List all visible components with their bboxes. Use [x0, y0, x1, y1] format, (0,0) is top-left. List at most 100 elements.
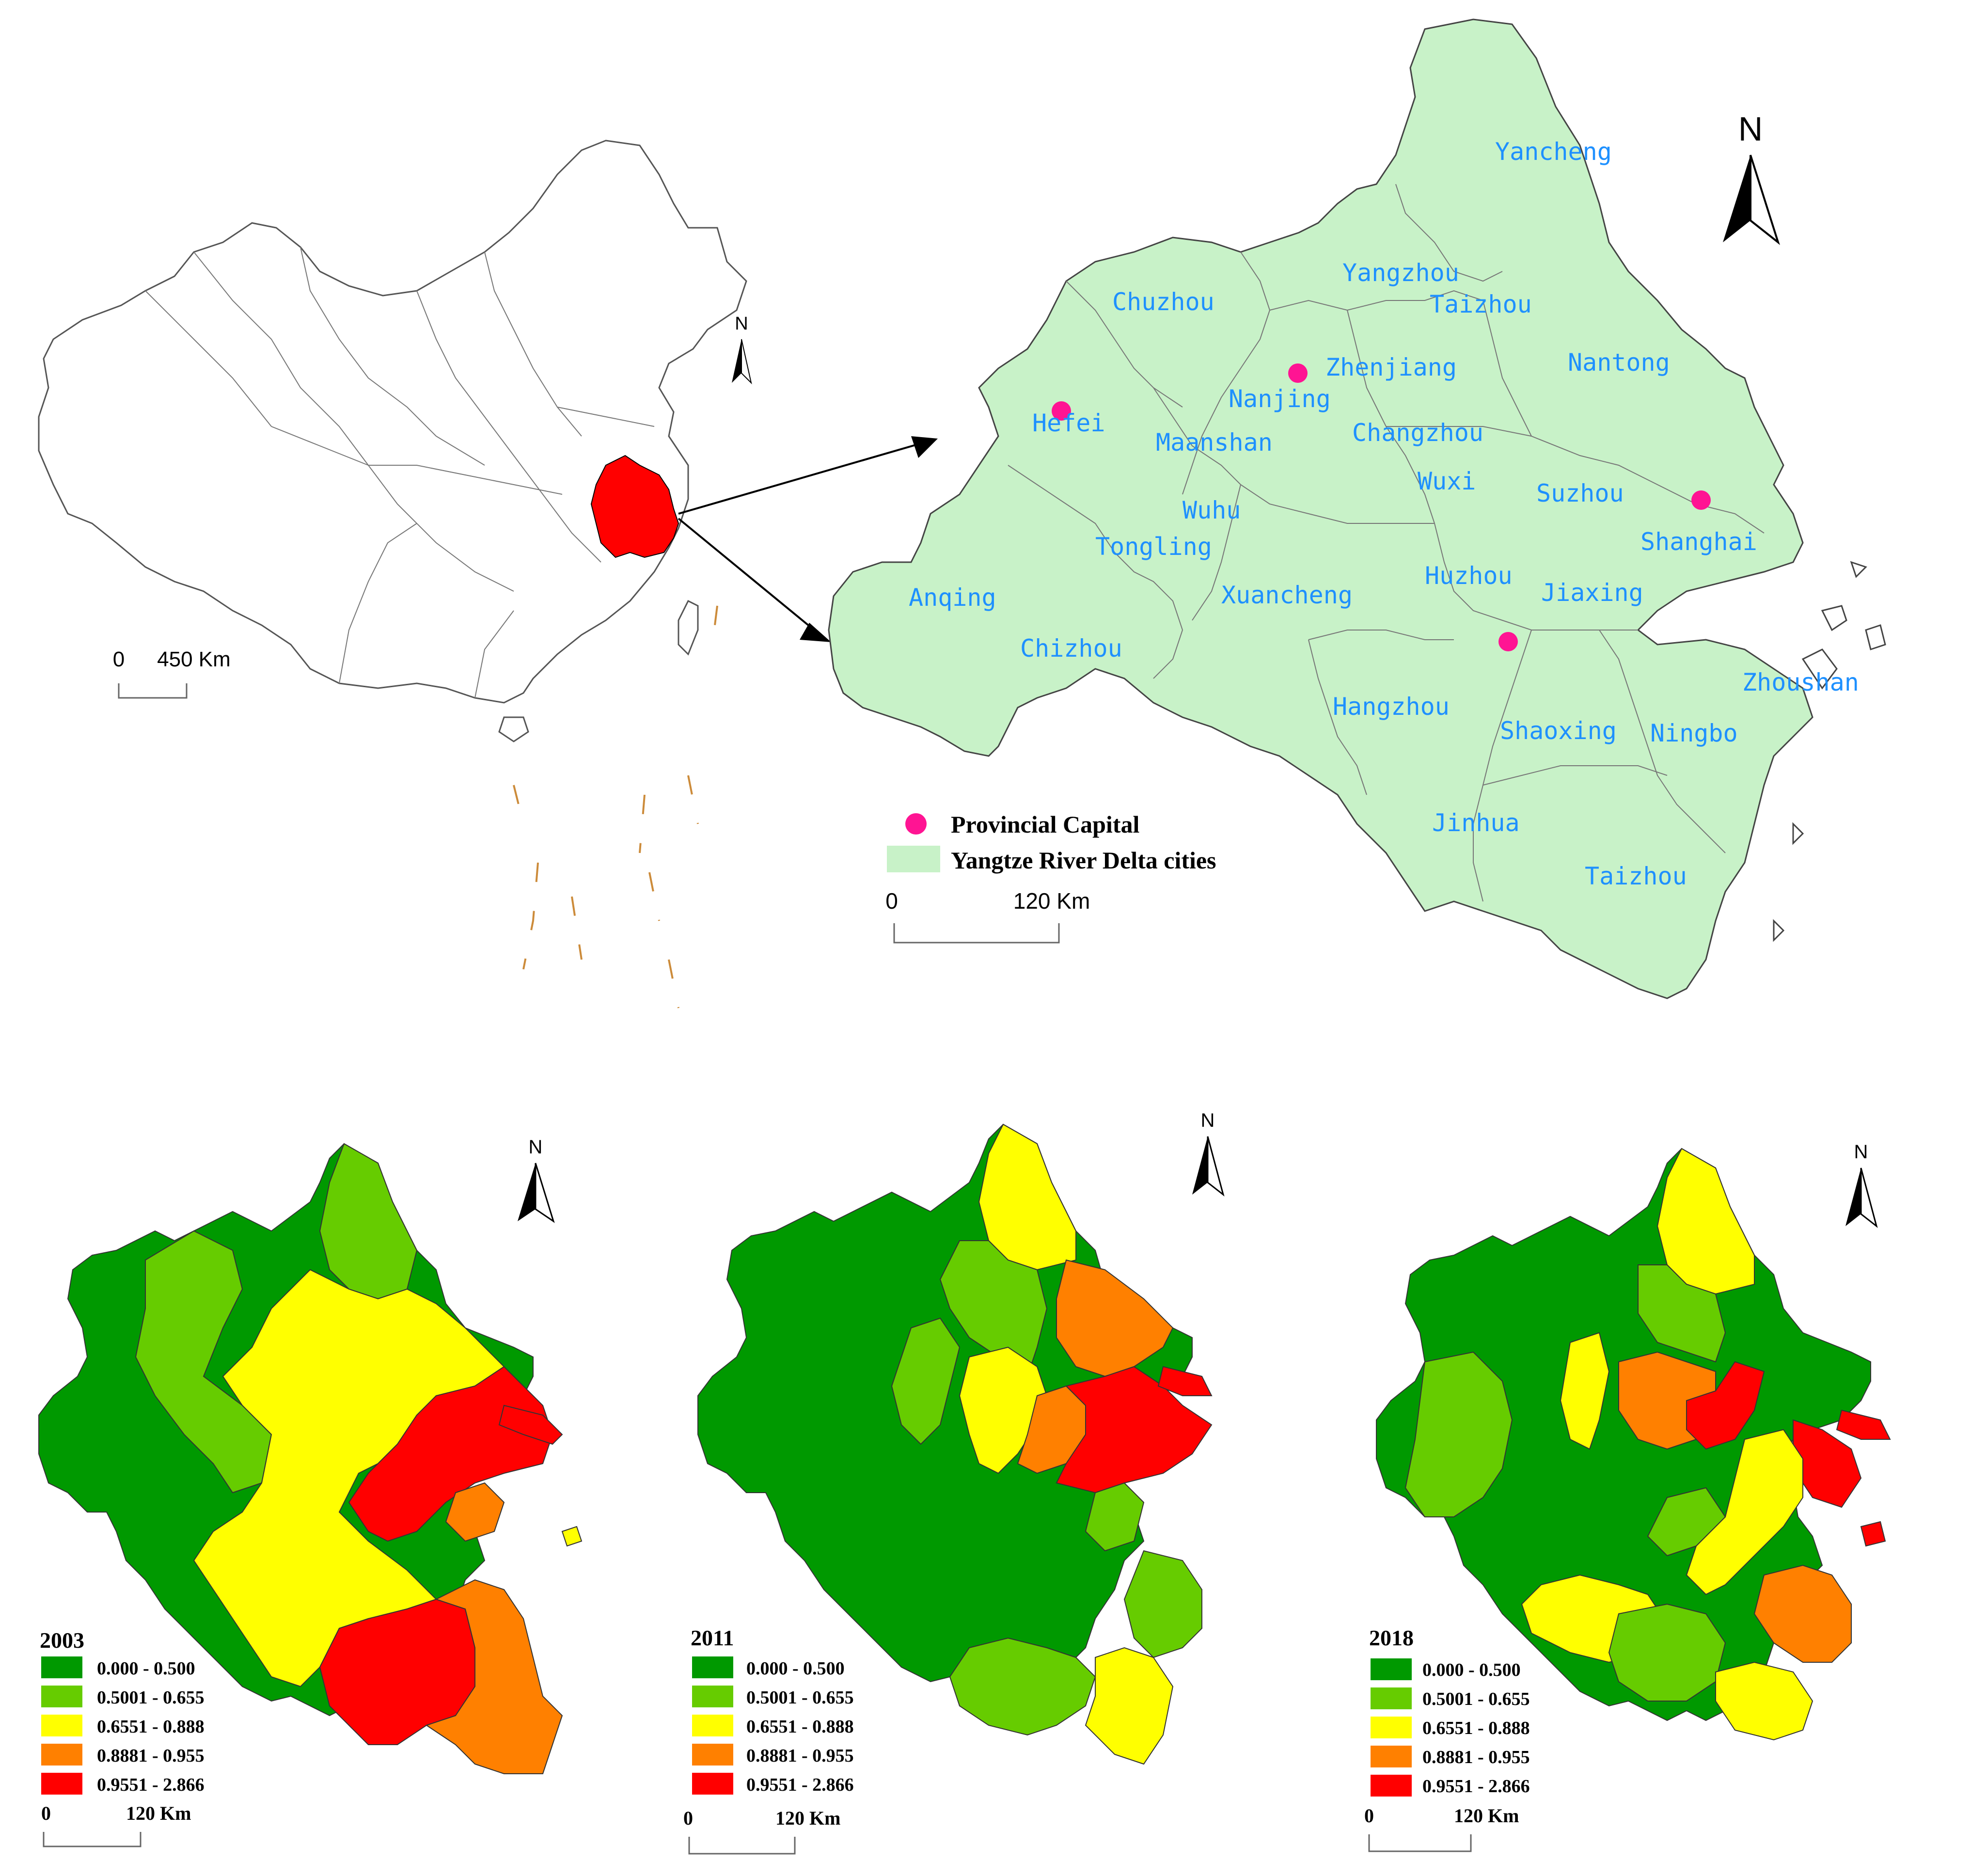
capital-markers: [1052, 363, 1711, 651]
region: [1647, 1487, 1726, 1557]
hainan-island: [498, 716, 529, 742]
city-label: Changzhou: [1352, 419, 1483, 447]
class-swatch: [1371, 1775, 1412, 1797]
city-label: Chizhou: [1020, 634, 1122, 662]
north-arrow-label: N: [735, 314, 748, 334]
region: [1860, 1521, 1886, 1547]
class-swatch: [692, 1656, 733, 1678]
class-label: 0.6551 - 0.888: [1422, 1718, 1530, 1738]
year-map-2018: [1376, 1148, 1891, 1741]
year-map-2011-legend: 2011 0.000 - 0.500 0.5001 - 0.655 0.6551…: [683, 1110, 1225, 1855]
overview-scale-end: 450 Km: [157, 647, 231, 671]
class-swatch: [692, 1773, 733, 1795]
delta-scale-start: 0: [885, 888, 898, 914]
year-map-2011: [697, 1123, 1213, 1765]
class-label: 0.000 - 0.500: [97, 1658, 195, 1679]
city-label: Hangzhou: [1333, 693, 1450, 721]
city-label: Jinhua: [1432, 809, 1520, 837]
highlight-region: [590, 455, 679, 558]
capital-marker-nanjing: [1288, 363, 1308, 383]
region: [1123, 1550, 1202, 1658]
area-legend-swatch: [887, 846, 940, 872]
scale-start: 0: [683, 1807, 693, 1829]
delta-city-boundaries: [1008, 184, 1765, 902]
city-label: Jiaxing: [1541, 579, 1643, 607]
city-label: Wuhu: [1183, 496, 1241, 524]
delta-area: [828, 18, 1813, 999]
scale-end: 120 Km: [126, 1802, 191, 1824]
class-label: 0.5001 - 0.655: [746, 1687, 854, 1708]
delta-legend: Provincial Capital Yangtze River Delta c…: [887, 811, 1216, 874]
region: [1753, 1564, 1852, 1663]
delta-scale-bar: 0 120 Km: [885, 888, 1090, 944]
class-swatch: [41, 1715, 82, 1736]
region: [445, 1482, 505, 1542]
north-arrow-icon: [732, 339, 741, 383]
south-sea-dashes: [513, 605, 718, 1009]
class-swatch: [41, 1686, 82, 1707]
class-swatch: [41, 1744, 82, 1766]
city-label: Ningbo: [1650, 719, 1738, 747]
class-label: 0.5001 - 0.655: [1422, 1689, 1530, 1709]
city-label: Shaoxing: [1500, 717, 1617, 745]
province-lines: [145, 247, 655, 698]
year-label: 2003: [40, 1628, 84, 1653]
class-swatch: [692, 1686, 733, 1707]
islands-delta: [1773, 561, 1886, 942]
year-map-2018-legend: 2018 0.000 - 0.500 0.5001 - 0.655 0.6551…: [1364, 1141, 1878, 1852]
city-label: Huzhou: [1425, 562, 1513, 590]
region: [1638, 1264, 1726, 1363]
region: [1085, 1482, 1145, 1552]
city-label: Tongling: [1095, 533, 1212, 561]
city-label: Nantong: [1568, 348, 1670, 377]
year-map-2003-legend: 2003 0.000 - 0.500 0.5001 - 0.655 0.6551…: [40, 1136, 555, 1847]
class-label: 0.8881 - 0.955: [746, 1746, 854, 1766]
region: [1715, 1661, 1813, 1741]
north-arrow-delta: N: [1723, 110, 1780, 245]
region: [939, 1240, 1048, 1377]
north-arrow-icon: [1845, 1168, 1861, 1226]
region: [348, 1366, 553, 1542]
capital-marker-hefei: [1052, 401, 1071, 421]
callout-arrows: [678, 436, 938, 642]
region: [561, 1526, 583, 1547]
capital-legend-label: Provincial Capital: [951, 811, 1139, 838]
year-label: 2018: [1369, 1625, 1414, 1650]
scale-start: 0: [1364, 1805, 1374, 1827]
city-label: Taizhou: [1430, 290, 1532, 318]
region: [1608, 1603, 1726, 1702]
class-label: 0.9551 - 2.866: [1422, 1776, 1530, 1797]
class-label: 0.9551 - 2.866: [746, 1775, 854, 1795]
city-label: Yangzhou: [1342, 259, 1459, 287]
class-swatch: [41, 1656, 82, 1678]
region: [425, 1579, 563, 1774]
city-label: Anqing: [909, 583, 996, 612]
city-label: Xuancheng: [1221, 581, 1353, 609]
scale-end: 120 Km: [775, 1807, 840, 1829]
north-arrow-label: N: [1201, 1110, 1215, 1131]
taiwan-island: [678, 599, 699, 656]
class-swatch: [1371, 1746, 1412, 1767]
region: [1836, 1409, 1891, 1440]
region: [1157, 1366, 1213, 1396]
north-arrow-icon: [1192, 1136, 1208, 1195]
region: [1056, 1366, 1213, 1494]
delta-map: Yancheng Yangzhou Taizhou Chuzhou Nanton…: [828, 18, 1886, 999]
region: [498, 1404, 563, 1445]
class-label: 0.6551 - 0.888: [97, 1717, 205, 1737]
north-arrow-label: N: [1738, 110, 1763, 148]
year-map-2003: [38, 1143, 583, 1774]
city-label: Suzhou: [1536, 479, 1624, 507]
city-label: Nanjing: [1229, 385, 1331, 413]
class-swatch: [1371, 1658, 1412, 1680]
north-arrow-icon: [518, 1163, 536, 1221]
region: [949, 1637, 1096, 1736]
overview-scale-start: 0: [113, 647, 125, 671]
north-arrow-label: N: [1854, 1141, 1868, 1163]
china-outline: [38, 140, 747, 704]
city-label: Yancheng: [1495, 138, 1612, 166]
city-label: Zhoushan: [1742, 668, 1859, 696]
capital-marker-hangzhou: [1498, 632, 1518, 651]
class-label: 0.8881 - 0.955: [1422, 1747, 1530, 1767]
